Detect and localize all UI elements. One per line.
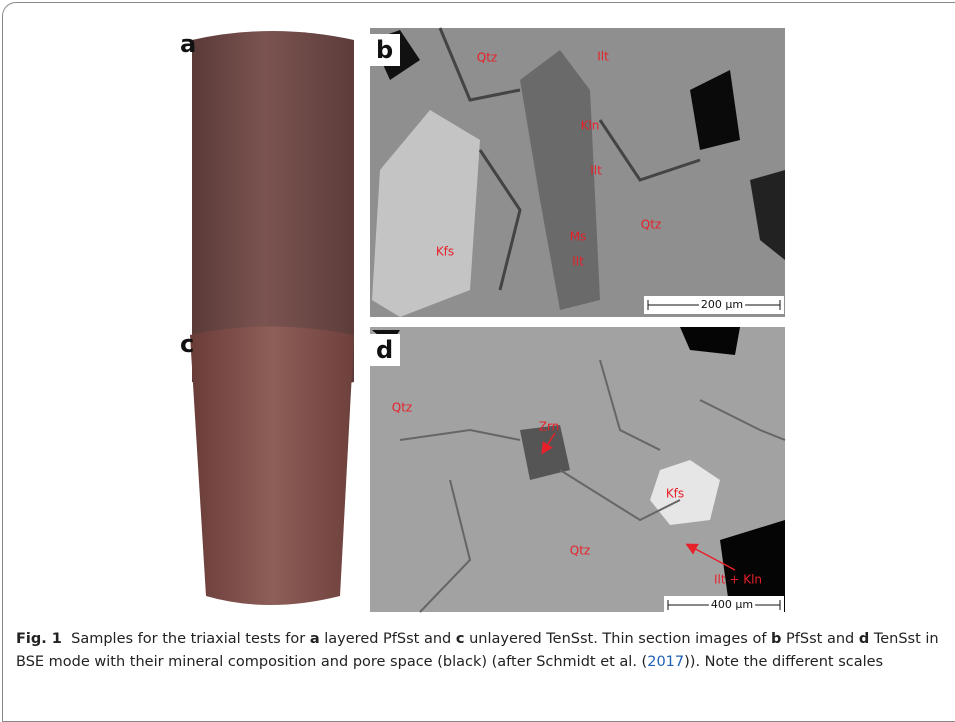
figure: a b Qtz Ilt Kln Ilt Qtz Ms Kfs Ilt 200 µm c d Qtz Zrn K… bbox=[0, 0, 955, 620]
panel-label: b bbox=[376, 36, 393, 64]
page: a b Qtz Ilt Kln Ilt Qtz Ms Kfs Ilt 200 µm c d Qtz Zrn K… bbox=[0, 0, 955, 711]
caption-text: )). Note the different scales bbox=[684, 654, 883, 670]
caption-text: unlayered TenSst. Thin section images of bbox=[464, 631, 771, 647]
caption-text: layered PfSst and bbox=[320, 631, 456, 647]
mineral-label: Zrn bbox=[539, 420, 560, 434]
caption-text: b bbox=[771, 631, 781, 647]
mineral-label: Qtz bbox=[641, 218, 661, 232]
caption-text: Fig. 1 bbox=[16, 631, 62, 647]
mineral-label: Ilt bbox=[572, 255, 584, 269]
mineral-label: Ilt bbox=[590, 164, 602, 178]
caption-text: a bbox=[310, 631, 320, 647]
mineral-label: Ms bbox=[570, 230, 587, 244]
mineral-label: Ilt bbox=[597, 50, 609, 64]
bse-image bbox=[370, 327, 785, 612]
mineral-label: Qtz bbox=[477, 51, 497, 65]
mineral-label: Qtz bbox=[392, 401, 412, 415]
panel-label: d bbox=[376, 336, 393, 364]
bse-image bbox=[370, 28, 785, 317]
sample-photo bbox=[190, 327, 354, 606]
caption-text: d bbox=[859, 631, 869, 647]
scale-bar-label: 400 µm bbox=[711, 598, 753, 611]
caption-text: PfSst and bbox=[781, 631, 858, 647]
citation-link[interactable]: 2017 bbox=[647, 654, 684, 670]
scale-bar-label: 200 µm bbox=[701, 298, 743, 311]
mineral-label: Kfs bbox=[666, 487, 684, 501]
caption-text: Samples for the triaxial tests for bbox=[62, 631, 310, 647]
mineral-label: Ilt + Kln bbox=[714, 573, 762, 587]
figure-caption: Fig. 1 Samples for the triaxial tests fo… bbox=[16, 628, 944, 674]
panel-label: a bbox=[180, 30, 196, 58]
panel-label: c bbox=[180, 330, 194, 358]
mineral-label: Kfs bbox=[436, 245, 454, 259]
mineral-label: Qtz bbox=[570, 544, 590, 558]
mineral-label: Kln bbox=[581, 119, 600, 133]
